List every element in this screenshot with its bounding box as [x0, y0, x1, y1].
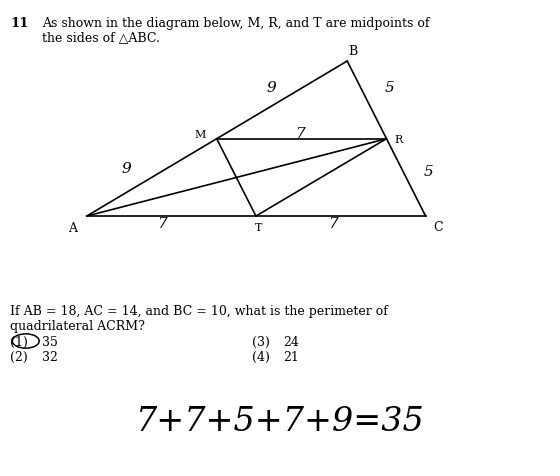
Text: (1): (1): [10, 336, 28, 348]
Text: 21: 21: [283, 350, 298, 363]
Text: (3): (3): [252, 336, 270, 348]
Text: T: T: [255, 222, 263, 232]
Text: the sides of △ABC.: the sides of △ABC.: [42, 31, 160, 44]
Text: quadrilateral ACRM?: quadrilateral ACRM?: [10, 319, 145, 332]
Text: If AB = 18, AC = 14, and BC = 10, what is the perimeter of: If AB = 18, AC = 14, and BC = 10, what i…: [10, 305, 388, 317]
Text: 5: 5: [423, 164, 433, 178]
Text: 9: 9: [121, 162, 131, 176]
Text: 35: 35: [42, 336, 58, 348]
Text: 9: 9: [267, 81, 277, 95]
Text: B: B: [348, 45, 357, 58]
Text: 11: 11: [10, 17, 29, 30]
Text: 7: 7: [157, 217, 167, 231]
Text: A: A: [68, 222, 77, 235]
Text: M: M: [194, 130, 206, 139]
Text: 7: 7: [328, 217, 338, 231]
Text: 7+7+5+7+9=35: 7+7+5+7+9=35: [136, 405, 424, 437]
Text: C: C: [433, 220, 443, 234]
Text: As shown in the diagram below, M, R, and T are midpoints of: As shown in the diagram below, M, R, and…: [42, 17, 430, 30]
Text: (4): (4): [252, 350, 270, 363]
Text: (2): (2): [10, 350, 28, 363]
Text: R: R: [395, 135, 403, 144]
Text: 24: 24: [283, 336, 298, 348]
Text: 32: 32: [42, 350, 58, 363]
Text: 7: 7: [295, 126, 305, 140]
Text: 5: 5: [384, 81, 394, 95]
